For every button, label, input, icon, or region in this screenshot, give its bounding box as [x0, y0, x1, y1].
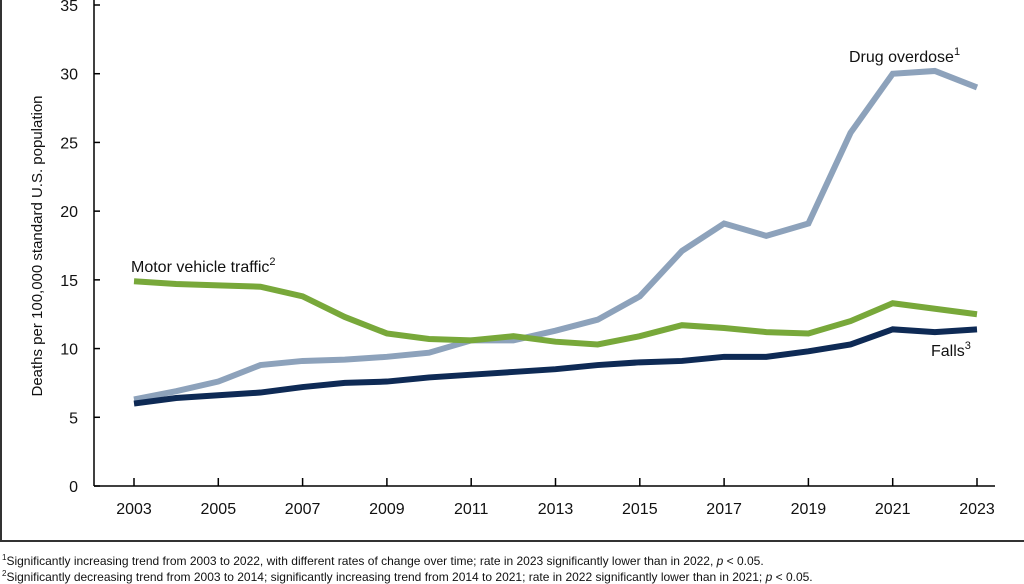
footnote-2-text: Significantly decreasing trend from 2003…	[6, 570, 766, 584]
x-tick-label: 2003	[116, 501, 152, 518]
y-tick-label: 5	[69, 410, 78, 427]
y-tick-label: 20	[60, 204, 78, 221]
y-tick-label: 30	[60, 67, 78, 84]
line-chart: 0 5 10 15 20 25 30 35 2003 2005 2007 2009 2011 2013 20…	[29, 0, 995, 518]
series-label-footnote-marker: 2	[269, 256, 275, 268]
footnote-1-tail: < 0.05.	[723, 554, 764, 568]
y-tick-label: 15	[60, 273, 78, 290]
x-tick-label: 2023	[959, 501, 995, 518]
series-line-motor-vehicle-traffic	[133, 278, 978, 348]
footnote-2-marker: 2	[2, 569, 7, 578]
y-axis-label: Deaths per 100,000 standard U.S. populat…	[29, 95, 46, 396]
footnote-2: 2Significantly decreasing trend from 200…	[2, 569, 813, 584]
footnote-1-p: p	[716, 554, 724, 568]
y-tick-label: 0	[69, 479, 78, 496]
footnote-2-tail: < 0.05.	[772, 570, 813, 584]
x-tick-label: 2021	[875, 501, 911, 518]
series-label-name: Drug overdose	[849, 49, 954, 66]
x-tick-label: 2007	[285, 501, 321, 518]
x-tick-label: 2005	[201, 501, 237, 518]
y-tick-label: 35	[60, 0, 78, 15]
series-line-falls	[133, 326, 978, 407]
series-label: Motor vehicle traffic2	[131, 256, 276, 276]
chart-frame	[0, 0, 1024, 542]
series-line-drug-overdose	[133, 67, 979, 403]
footnote-1-text: Significantly increasing trend from 2003…	[6, 554, 717, 568]
x-tick-label: 2015	[622, 501, 658, 518]
x-tick-label: 2017	[706, 501, 742, 518]
series-label: Drug overdose1	[849, 46, 960, 66]
series-label-name: Falls	[931, 343, 965, 360]
series-label-footnote-marker: 3	[965, 340, 971, 352]
series-label-name: Motor vehicle traffic	[131, 259, 269, 276]
series-label-footnote-marker: 1	[954, 46, 960, 58]
x-tick-label: 2009	[369, 501, 405, 518]
x-tick-label: 2011	[454, 501, 489, 518]
x-tick-label: 2019	[791, 501, 827, 518]
x-tick-label: 2013	[538, 501, 574, 518]
y-tick-label: 25	[60, 135, 78, 152]
footnote-1: 1Significantly increasing trend from 200…	[2, 553, 764, 568]
series-label: Falls3	[931, 340, 971, 360]
footnote-1-marker: 1	[2, 553, 7, 562]
y-tick-label: 10	[60, 342, 78, 359]
